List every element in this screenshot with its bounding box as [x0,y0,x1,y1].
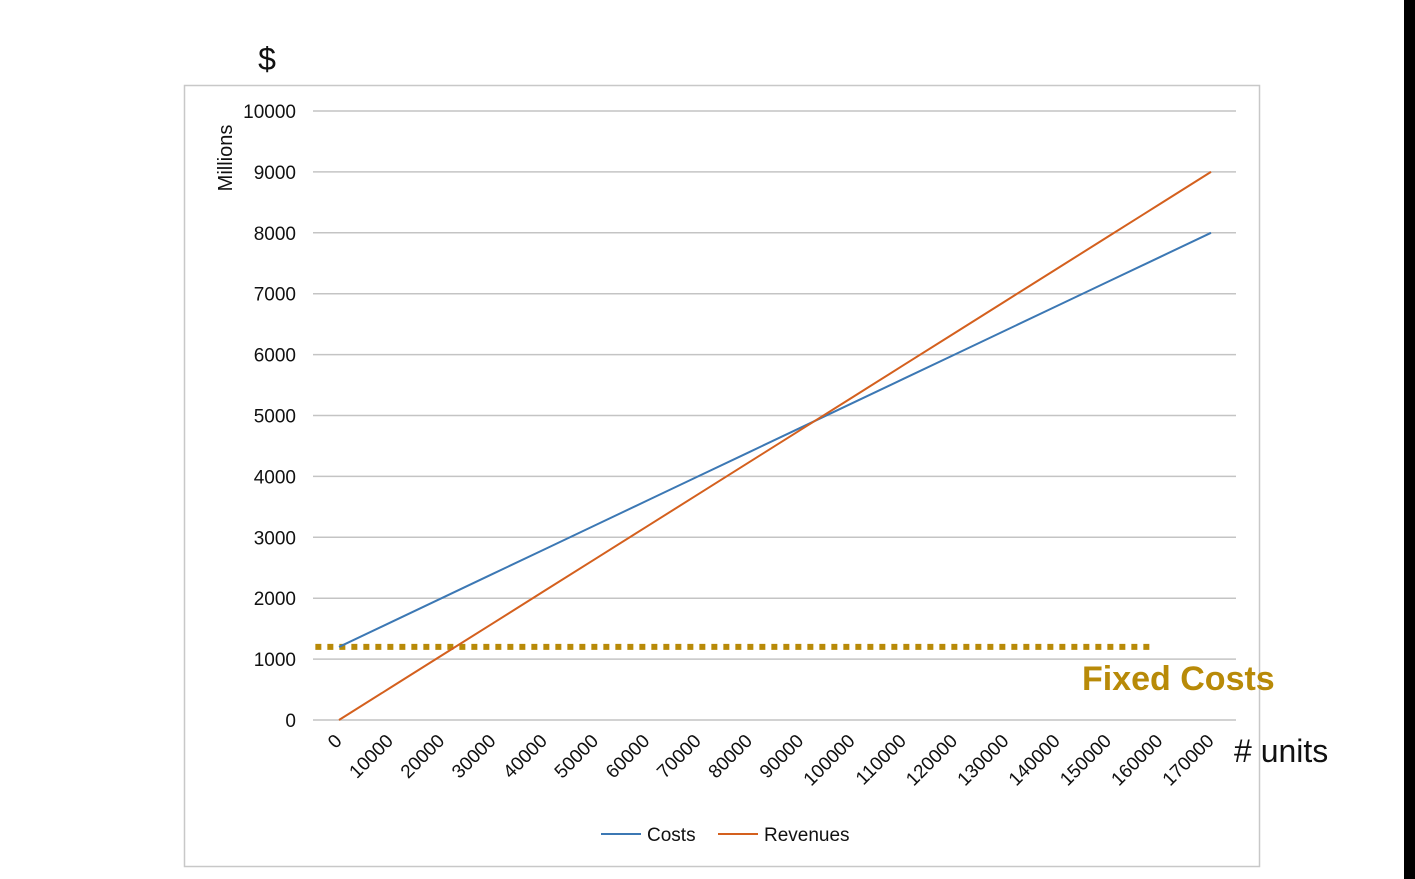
x-tick-label: 160000 [1108,731,1168,791]
y-tick-label: 8000 [254,224,296,245]
x-tick-label: 140000 [1005,731,1065,791]
y-tick-label: 9000 [254,163,296,184]
y-tick-label: 10000 [243,102,296,123]
series-line-costs [338,231,1212,648]
chart-frame [183,84,1261,868]
y-tick-label: 4000 [254,467,296,488]
y-tick-label: 2000 [254,589,296,610]
x-tick-label: 50000 [551,731,603,783]
x-tick-label: 60000 [602,731,654,783]
fixed-costs-annotation: Fixed Costs [1082,660,1275,698]
y-tick-label: 6000 [254,346,296,367]
x-tick-label: 100000 [800,731,860,791]
y-tick-label: 0 [285,711,296,732]
x-tick-label: 10000 [346,731,398,783]
x-axis-label: # units [1234,733,1328,769]
x-tick-label: 20000 [397,731,449,783]
x-tick-label: 120000 [902,731,962,791]
y-tick-label: 1000 [254,650,296,671]
legend: Costs Revenues [601,825,850,846]
x-tick-label: 30000 [448,731,500,783]
x-tick-label: 110000 [852,731,911,790]
x-tick-label: 80000 [705,731,757,783]
y-tick-label: 5000 [254,407,296,428]
legend-label-costs: Costs [647,825,696,846]
x-tick-label: 170000 [1159,731,1219,791]
x-tick-label: 40000 [499,731,551,783]
x-tick-label: 70000 [653,731,705,783]
y-axis-label: Millions [215,125,237,192]
y-unit-label: $ [258,41,276,77]
x-tick-label: 150000 [1056,731,1116,791]
y-tick-label: 3000 [254,528,296,549]
x-tick-label: 130000 [954,731,1014,791]
series-line-revenues [338,171,1212,721]
x-tick-label: 0 [324,731,346,753]
black-edge [1404,0,1415,879]
y-tick-label: 7000 [254,285,296,306]
legend-label-revenues: Revenues [764,825,850,846]
